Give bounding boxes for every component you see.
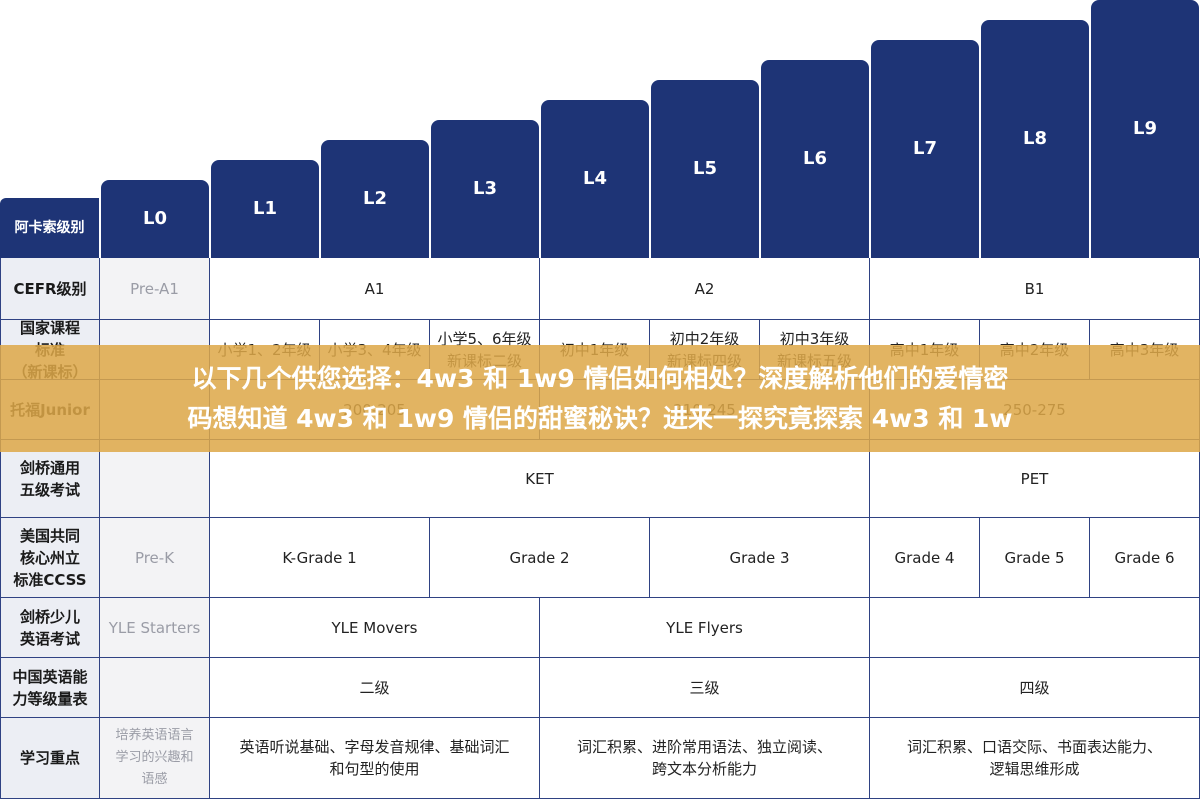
table-cell: [100, 440, 210, 518]
table-cell: [100, 658, 210, 718]
cell-text: B1: [1024, 279, 1045, 298]
row-label-line: 学习重点: [19, 749, 80, 767]
cell-text: 语感: [141, 772, 168, 787]
level-tab: L5: [651, 80, 759, 258]
cell-text: 初中3年级: [779, 329, 850, 348]
cell-text: 四级: [1019, 678, 1050, 697]
table-cell: 词汇积累、进阶常用语法、独立阅读、 跨文本分析能力: [540, 718, 870, 799]
level-label: L6: [803, 148, 827, 169]
row-label: CEFR级别: [0, 258, 100, 320]
level-label: L7: [913, 138, 937, 159]
cell-text: Grade 2: [509, 548, 570, 567]
level-label: L5: [693, 158, 717, 179]
row-label: 剑桥少儿 英语考试: [0, 598, 100, 658]
row-label-line: 核心州立: [19, 548, 80, 567]
table-cell: 三级: [540, 658, 870, 718]
level-label: L9: [1133, 118, 1157, 139]
cell-text: 三级: [689, 678, 720, 697]
row-label: 美国共同核心州立标准CCSS: [0, 518, 100, 598]
row-label: 学习重点: [0, 718, 100, 799]
cell-text: Grade 3: [729, 548, 790, 567]
table-cell: 培养英语语言 学习的兴趣和 语感: [100, 718, 210, 799]
level-tab: L2: [321, 140, 429, 258]
cell-text: 和句型的使用: [329, 760, 420, 778]
level-tab: L4: [541, 100, 649, 258]
level-tab: L7: [871, 40, 979, 258]
cell-text: K-Grade 1: [282, 548, 357, 567]
level-label: L1: [253, 198, 277, 219]
table-cell: B1: [870, 258, 1200, 320]
row-label-line: 力等级量表: [12, 689, 88, 708]
cell-text: Pre-A1: [130, 279, 179, 298]
level-label: L0: [143, 208, 167, 229]
cell-text: 跨文本分析能力: [651, 760, 757, 778]
level-tab: L9: [1091, 0, 1199, 258]
table-cell: Grade 5: [980, 518, 1090, 598]
table-cell: Grade 2: [430, 518, 650, 598]
cell-text: 逻辑思维形成: [989, 760, 1080, 778]
cell-text: 词汇积累、口语交际、书面表达能力、: [906, 738, 1162, 756]
level-tab: L6: [761, 60, 869, 258]
row-label-line: CEFR级别: [13, 279, 87, 298]
level-label: L3: [473, 178, 497, 199]
table-cell: K-Grade 1: [210, 518, 430, 598]
table-cell: Pre-A1: [100, 258, 210, 320]
table-cell: Grade 6: [1090, 518, 1200, 598]
level-tab: L8: [981, 20, 1089, 258]
banner-line: 码想知道 4w3 和 1w9 情侣的甜蜜秘诀？进来一探究竟探索 4w3 和 1w: [187, 403, 1013, 433]
table-cell: 二级: [210, 658, 540, 718]
table-cell: KET: [210, 440, 870, 518]
row-label-line: 剑桥通用: [19, 458, 80, 477]
cell-text: KET: [525, 469, 554, 488]
cell-text: YLE Movers: [331, 618, 418, 637]
banner: 以下几个供您选择：4w3 和 1w9 情侣如何相处？深度解析他们的爱情密 码想知道…: [0, 345, 1200, 452]
level-tab: L3: [431, 120, 539, 258]
cell-text: A1: [364, 279, 385, 298]
table-cell: Grade 3: [650, 518, 870, 598]
table-cell: 英语听说基础、字母发音规律、基础词汇 和句型的使用: [210, 718, 540, 799]
header-label: 阿卡索级别: [0, 198, 99, 258]
row-label-line: 英语考试: [19, 629, 80, 648]
cell-text: YLE Starters: [108, 618, 201, 637]
level-label: L8: [1023, 128, 1047, 149]
cell-text: 英语听说基础、字母发音规律、基础词汇: [239, 738, 510, 756]
row-label-line: 标准CCSS: [13, 570, 87, 589]
table-cell: YLE Starters: [100, 598, 210, 658]
cell-text: 学习的兴趣和: [115, 750, 194, 765]
cell-text: 小学5、6年级: [437, 329, 532, 348]
cell-text: PET: [1020, 469, 1049, 488]
cell-text: Pre-K: [134, 548, 175, 567]
cell-text: YLE Flyers: [666, 618, 743, 637]
cell-text: Grade 6: [1114, 548, 1175, 567]
banner-line: 以下几个供您选择：4w3 和 1w9 情侣如何相处？深度解析他们的爱情密: [191, 363, 1009, 393]
table-cell: [870, 598, 1200, 658]
row-label-line: 五级考试: [19, 480, 80, 499]
row-label: 剑桥通用 五级考试: [0, 440, 100, 518]
row-label-line: 剑桥少儿: [19, 607, 80, 626]
row-label-line: 国家课程: [19, 318, 80, 337]
cell-text: 培养英语语言: [115, 728, 194, 743]
row-label: 中国英语能力等级量表: [0, 658, 100, 718]
cell-text: 词汇积累、进阶常用语法、独立阅读、: [576, 738, 832, 756]
level-label: L2: [363, 188, 387, 209]
table-cell: 四级: [870, 658, 1200, 718]
table-cell: A1: [210, 258, 540, 320]
table-cell: 词汇积累、口语交际、书面表达能力、 逻辑思维形成: [870, 718, 1200, 799]
cell-text: 初中2年级: [669, 329, 740, 348]
table-cell: YLE Movers: [210, 598, 540, 658]
table-cell: A2: [540, 258, 870, 320]
cell-text: Grade 4: [894, 548, 955, 567]
row-label-line: 中国英语能: [12, 667, 88, 686]
row-label-line: 美国共同: [19, 526, 80, 545]
table-cell: YLE Flyers: [540, 598, 870, 658]
cell-text: A2: [694, 279, 715, 298]
table-cell: Grade 4: [870, 518, 980, 598]
cell-text: 二级: [359, 678, 390, 697]
level-tab: L1: [211, 160, 319, 258]
table-cell: Pre-K: [100, 518, 210, 598]
level-tab: L0: [101, 180, 209, 258]
level-label: L4: [583, 168, 607, 189]
cell-text: Grade 5: [1004, 548, 1065, 567]
